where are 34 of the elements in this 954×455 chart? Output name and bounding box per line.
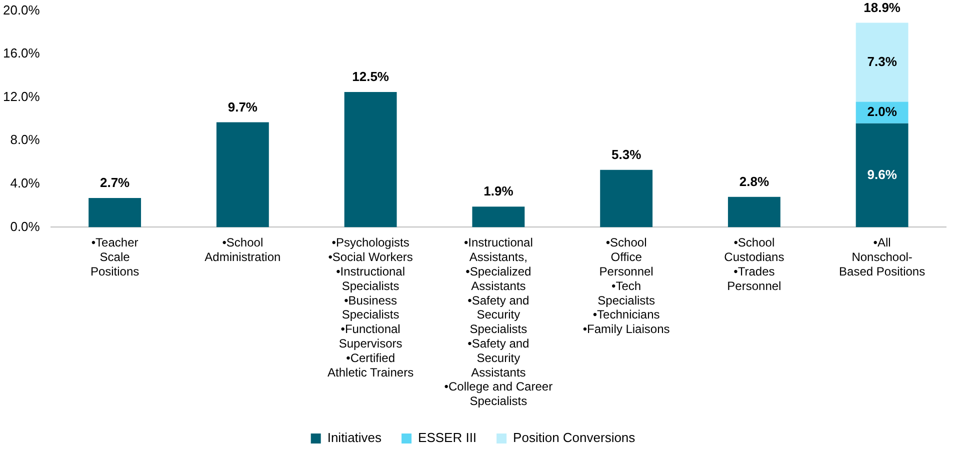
x-tick-label: •School Office Personnel •Tech Specialists •Technicians •Family Liaisons xyxy=(582,236,670,336)
legend-label: ESSER III xyxy=(418,430,477,446)
category-label: •Psychologists •Social Workers •Instructional Specialists •Business Specialists •Functional Supervisors •Certified Athletic Trainers xyxy=(328,236,414,380)
bar xyxy=(88,198,142,228)
data-label: 9.7% xyxy=(228,99,258,114)
data-label: 9.6% xyxy=(867,166,898,182)
data-label: 2.0% xyxy=(867,104,898,120)
bar xyxy=(472,206,525,228)
data-label: 2.7% xyxy=(100,175,130,190)
x-tick-label: •Teacher Scale Positions xyxy=(90,236,140,279)
category-label: •Instructional Assistants, •Specialized Assistants •Safety and Security Specialists •Safety and Security Assistants •College and Career Specialists xyxy=(444,236,553,408)
x-tick-label: •All Nonschool- Based Positions xyxy=(839,236,926,279)
y-tick-label: 0.0% xyxy=(10,218,40,234)
y-tick-label: 12.0% xyxy=(2,88,40,104)
y-tick-label: 8.0% xyxy=(10,132,40,148)
data-label: 2.8% xyxy=(739,174,770,189)
bar xyxy=(216,122,269,228)
legend-label: Initiatives xyxy=(327,430,382,446)
data-label: 12.5% xyxy=(352,69,390,84)
y-tick-label: 20.0% xyxy=(2,2,40,18)
x-tick-label: •School Administration xyxy=(204,236,281,264)
y-tick-label: 16.0% xyxy=(2,46,40,61)
legend-label: Position Conversions xyxy=(513,430,636,446)
data-label: 1.9% xyxy=(484,184,514,199)
y-tick-label: 4.0% xyxy=(10,176,40,190)
bar xyxy=(728,196,780,228)
bar xyxy=(856,22,908,102)
bar xyxy=(344,92,397,228)
bar xyxy=(600,170,653,228)
x-tick-label: •School Custodians •Trades Personnel xyxy=(724,236,784,293)
total-label: 18.9% xyxy=(864,0,901,15)
data-label: 5.3% xyxy=(611,146,642,162)
bar xyxy=(856,123,908,228)
data-label: 7.3% xyxy=(867,54,898,69)
